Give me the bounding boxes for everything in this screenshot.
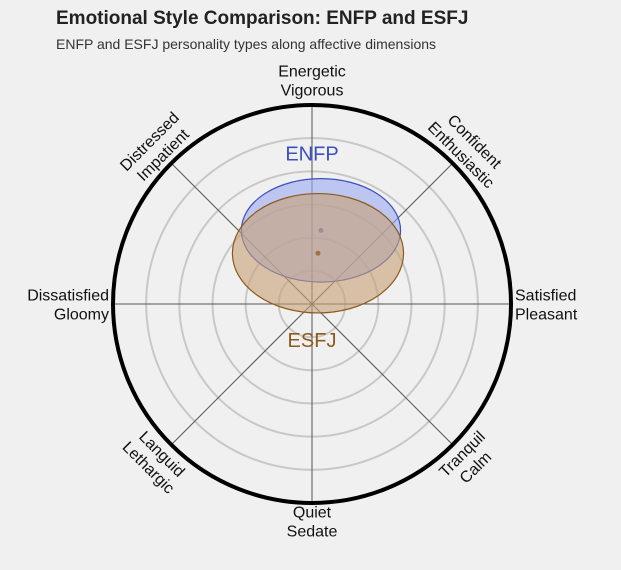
- axis-label-text: Pleasant: [515, 307, 578, 324]
- center-point-esfj: [315, 250, 321, 256]
- series-label-esfj: ESFJ: [288, 330, 337, 352]
- axis-label-2: Satisfied Pleasant: [515, 288, 578, 324]
- axis-line: [170, 303, 313, 446]
- chart-subtitle: ENFP and ESFJ personality types along af…: [56, 36, 437, 52]
- axis-label-text: Satisfied: [515, 288, 576, 305]
- axis-label-text: Vigorous: [281, 83, 344, 100]
- axis-label-text: Sedate: [287, 524, 338, 541]
- outer-ring: [111, 103, 513, 505]
- axis-label-text: Energetic: [278, 64, 346, 81]
- axis-label-6: Dissatisfied Gloomy: [27, 288, 109, 324]
- axis-label-text: Gloomy: [54, 307, 109, 324]
- axis-line: [311, 303, 454, 446]
- axis-label-0: Energetic Vigorous: [278, 64, 346, 100]
- axis-label-text: Dissatisfied: [27, 288, 109, 305]
- series-label-enfp: ENFP: [285, 144, 338, 166]
- axis-label-text: Quiet: [293, 505, 332, 522]
- chart-title: Emotional Style Comparison: ENFP and ESF…: [56, 8, 469, 29]
- axis-label-4: Quiet Sedate: [287, 505, 338, 541]
